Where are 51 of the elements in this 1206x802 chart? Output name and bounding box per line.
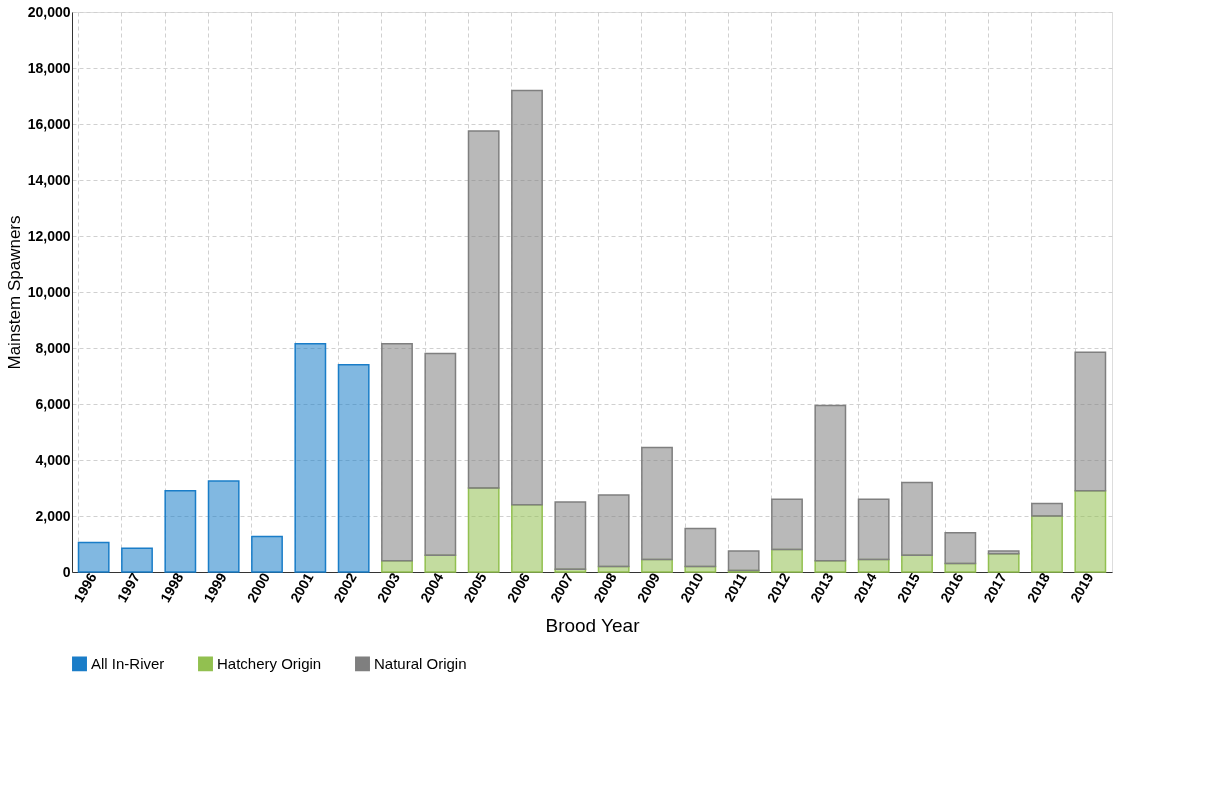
y-tick-label: 18,000 xyxy=(27,59,71,76)
legend-label: Hatchery Origin xyxy=(217,654,322,672)
bar xyxy=(641,558,673,573)
bar xyxy=(1074,351,1107,492)
bar xyxy=(771,548,803,573)
bar xyxy=(771,498,803,551)
legend-label: Natural Origin xyxy=(374,654,467,672)
y-tick-label: 14,000 xyxy=(27,171,71,188)
bar xyxy=(987,553,1020,573)
bar xyxy=(251,535,283,573)
legend-label: All In-River xyxy=(91,654,165,672)
bar xyxy=(467,130,500,489)
y-tick-label: 16,000 xyxy=(27,115,71,132)
bar xyxy=(944,532,977,565)
bar xyxy=(164,490,197,573)
bar xyxy=(511,504,543,573)
bar xyxy=(337,364,370,573)
y-tick-label: 12,000 xyxy=(27,227,71,244)
y-tick-label: 6,000 xyxy=(35,395,71,412)
bar xyxy=(597,494,630,568)
y-tick-label: 0 xyxy=(62,563,71,580)
x-axis-title: Brood Year xyxy=(545,614,641,636)
bar xyxy=(554,501,587,570)
y-tick-label: 4,000 xyxy=(35,451,71,468)
bar xyxy=(814,404,847,562)
bar xyxy=(121,547,153,573)
bar xyxy=(424,554,457,573)
y-tick-label: 2,000 xyxy=(35,507,71,524)
bar xyxy=(511,89,543,506)
bar xyxy=(901,554,933,573)
bar xyxy=(1031,502,1063,517)
y-tick-label: 8,000 xyxy=(35,339,71,356)
bar xyxy=(987,550,1020,555)
bar xyxy=(424,352,457,556)
bar xyxy=(727,550,760,572)
bar xyxy=(684,527,717,568)
bar xyxy=(1031,515,1063,573)
bar xyxy=(77,541,110,573)
bar xyxy=(857,558,890,573)
y-tick-label: 10,000 xyxy=(27,283,71,300)
y-tick-label: 20,000 xyxy=(27,3,71,20)
bar xyxy=(944,562,977,573)
bar xyxy=(1074,490,1107,573)
bar xyxy=(467,487,500,573)
y-axis-title: Mainstem Spawners xyxy=(4,215,24,370)
bar xyxy=(381,343,413,562)
bar xyxy=(294,343,327,573)
bar xyxy=(901,481,933,556)
bar xyxy=(207,480,240,573)
bar xyxy=(857,498,890,561)
bar xyxy=(641,446,673,561)
